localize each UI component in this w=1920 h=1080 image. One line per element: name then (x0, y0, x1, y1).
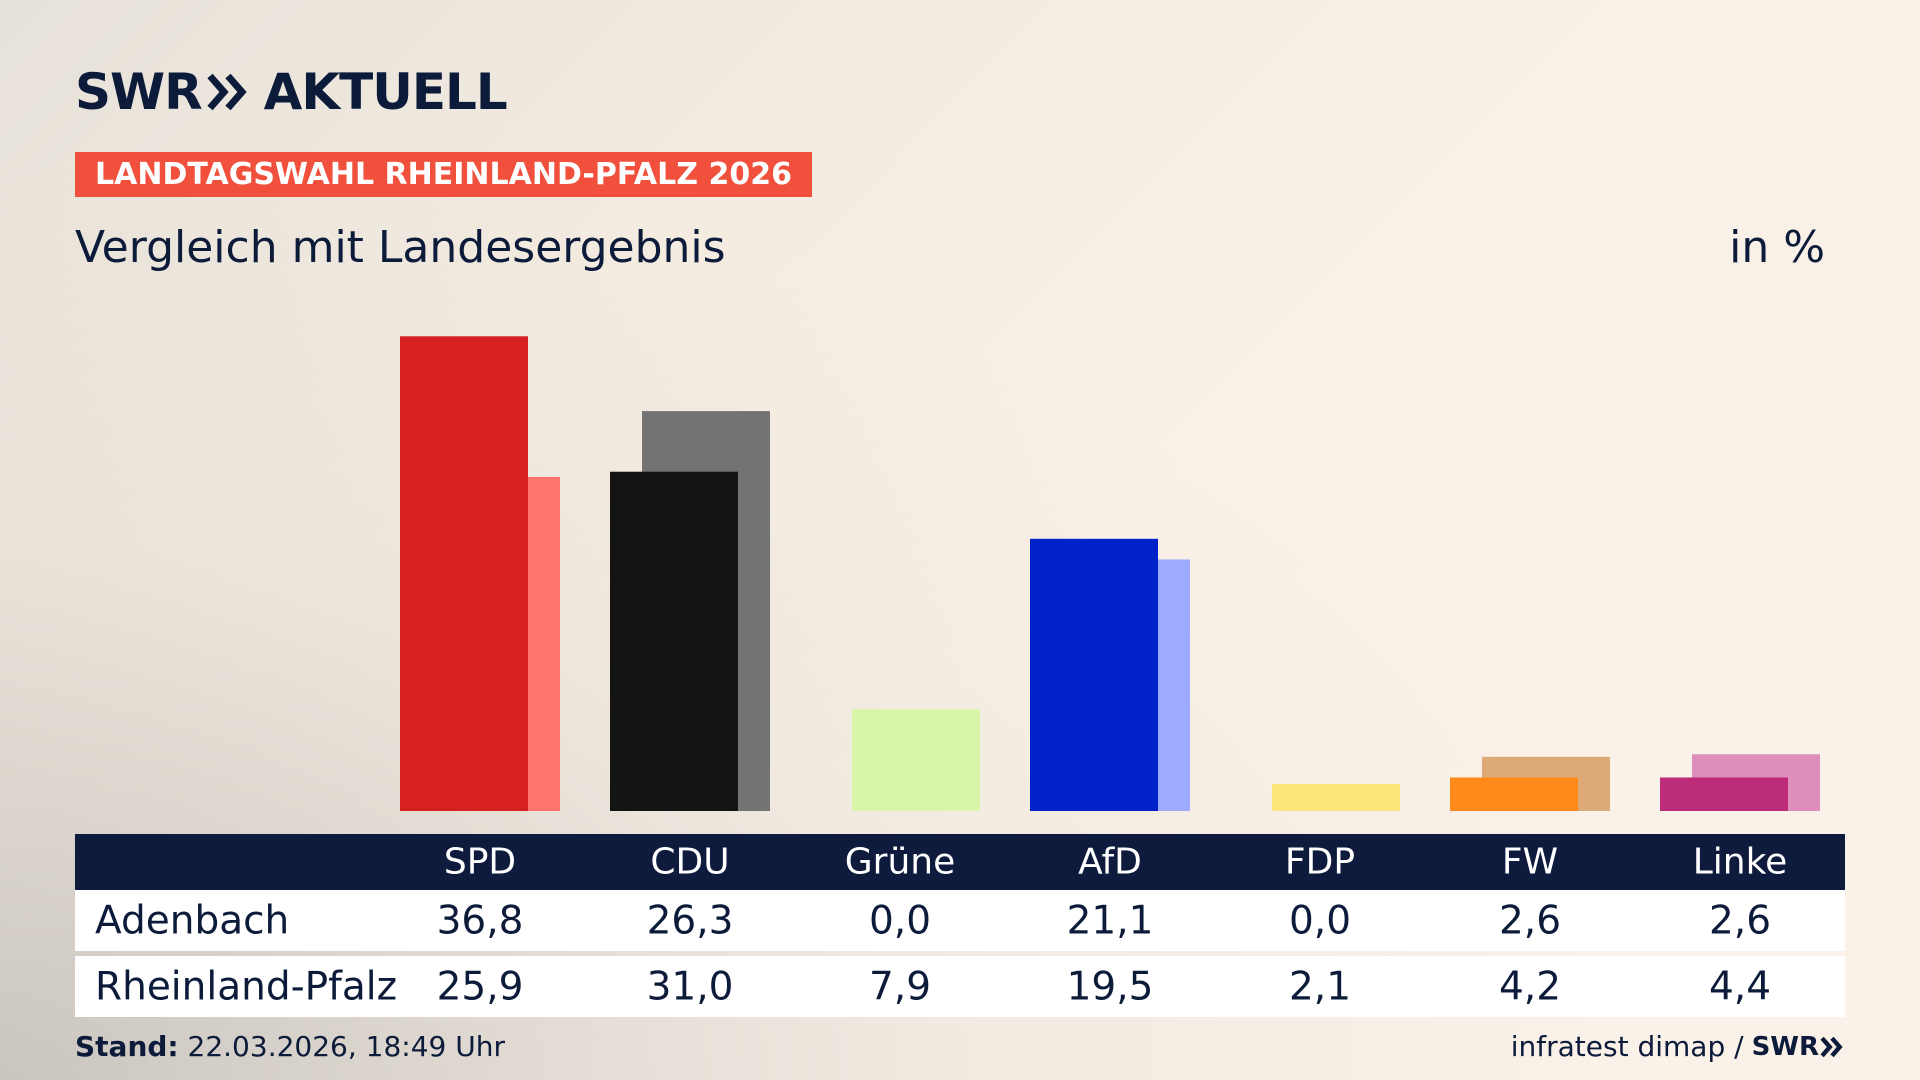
table-cell: 36,8 (436, 898, 524, 943)
column-header: SPD (443, 841, 517, 883)
table-cell: 21,1 (1066, 898, 1154, 943)
bar-spd-adenbach (400, 336, 528, 811)
bar-fw-adenbach (1450, 777, 1578, 811)
bar-grüne-rheinland-pfalz (852, 709, 980, 811)
table-body: Adenbach 36,8 26,3 0,0 21,1 0,0 2,6 2,6 Rheinlan… (75, 890, 1845, 1017)
bar-chart (400, 336, 1820, 811)
column-header: Grüne (844, 841, 956, 883)
stand-value: 22.03.2026, 18:49 Uhr (187, 1030, 505, 1063)
bar-linke-adenbach (1660, 777, 1788, 811)
table-cell: 25,9 (436, 964, 524, 1009)
brand-name-right: AKTUELL (263, 63, 508, 121)
column-header: Linke (1692, 841, 1788, 883)
table-cell: 0,0 (868, 898, 932, 943)
table-row: Adenbach 36,8 26,3 0,0 21,1 0,0 2,6 2,6 (75, 890, 1845, 951)
column-header: AfD (1078, 841, 1142, 883)
table-cell: 4,2 (1498, 964, 1562, 1009)
brand-logo: SWR AKTUELL (75, 62, 508, 122)
table-row: Rheinland-Pfalz 25,9 31,0 7,9 19,5 2,1 4,2 4,4 (75, 956, 1845, 1017)
double-chevron-icon (207, 73, 247, 111)
table-cell: 2,6 (1708, 898, 1772, 943)
table-cell: 26,3 (646, 898, 734, 943)
table-header: SPD CDU Grüne AfD FDP FW Linke (75, 834, 1845, 890)
table-cell: 19,5 (1066, 964, 1154, 1009)
column-header: CDU (650, 841, 730, 883)
source-info: infratest dimap / SWR (1511, 1030, 1845, 1063)
column-header: FDP (1284, 841, 1356, 883)
table-cell: 31,0 (646, 964, 734, 1009)
stand-info: Stand: 22.03.2026, 18:49 Uhr (75, 1030, 505, 1063)
table-cell: 4,4 (1708, 964, 1772, 1009)
table-cell: 0,0 (1288, 898, 1352, 943)
unit-label: in % (1729, 222, 1825, 273)
source-brand-name: SWR (1751, 1031, 1819, 1062)
row-label: Adenbach (95, 898, 290, 943)
stand-label: Stand: (75, 1030, 179, 1063)
source-brand: SWR (1752, 1032, 1845, 1062)
brand-name-left: SWR (75, 63, 203, 121)
results-table: SPD CDU Grüne AfD FDP FW Linke Adenbach 36,8 26,… (75, 834, 1845, 1017)
bar-afd-adenbach (1030, 538, 1158, 811)
double-chevron-icon (1820, 1036, 1843, 1057)
election-tag: LANDTAGSWAHL RHEINLAND-PFALZ 2026 (75, 152, 812, 197)
table-cell: 2,1 (1288, 964, 1352, 1009)
bar-fdp-rheinland-pfalz (1272, 783, 1400, 811)
column-header: FW (1501, 841, 1559, 883)
bar-cdu-adenbach (610, 471, 738, 811)
table-cell: 7,9 (868, 964, 932, 1009)
chart-subtitle: Vergleich mit Landesergebnis (75, 222, 726, 273)
source-text: infratest dimap / (1510, 1030, 1744, 1063)
table-cell: 2,6 (1498, 898, 1562, 943)
row-label: Rheinland-Pfalz (95, 964, 398, 1009)
